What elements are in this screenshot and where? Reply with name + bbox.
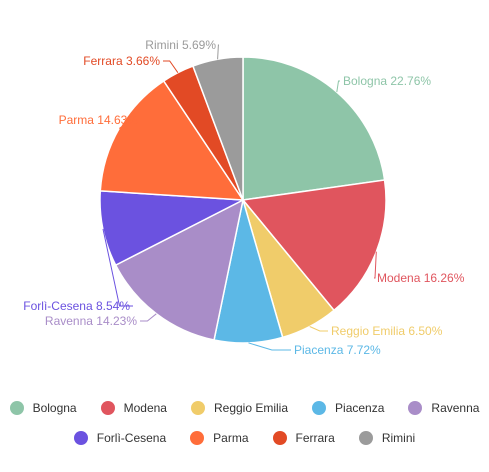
legend-item-ravenna[interactable]: Ravenna: [408, 401, 479, 415]
legend-swatch: [9, 401, 24, 415]
leader-line-reggio-emilia: [309, 326, 328, 332]
leader-line-modena: [374, 251, 377, 279]
pie-chart: Bologna 22.76% Modena 16.26% Reggio Emilia…: [23, 38, 464, 357]
slice-ravenna[interactable]: [114, 198, 245, 341]
label-parma: Parma 14.63%: [59, 113, 139, 127]
leader-line-ferrara: [163, 60, 179, 73]
pie-slices: [99, 56, 387, 344]
legend-label: Reggio Emilia: [213, 401, 289, 415]
legend-label: Ferrara: [295, 431, 335, 445]
label-rimini: Rimini 5.69%: [145, 38, 216, 52]
slice-parma[interactable]: [99, 79, 245, 201]
leader-line-bologna: [336, 80, 340, 93]
label-ravenna: Ravenna 14.23%: [45, 314, 137, 328]
legend-item-reggio-emilia[interactable]: Reggio Emilia: [190, 401, 289, 415]
legend-swatch: [190, 401, 205, 415]
legend-label: Parma: [213, 431, 249, 445]
legend-label: Bologna: [32, 401, 77, 415]
legend-item-rimini[interactable]: Rimini: [358, 431, 416, 445]
slice-labels: Bologna 22.76% Modena 16.26% Reggio Emilia…: [23, 38, 464, 357]
legend-swatch: [312, 401, 327, 415]
legend-item-piacenza[interactable]: Piacenza: [312, 401, 384, 415]
leader-line-piacenza: [248, 342, 291, 351]
label-piacenza: Piacenza 7.72%: [294, 343, 381, 357]
label-leader-lines: [102, 44, 377, 351]
legend-label: Forlì-Cesena: [96, 431, 167, 445]
legend-swatch: [358, 431, 373, 445]
legend-swatch: [73, 431, 88, 445]
legend-item-bologna[interactable]: Bologna: [9, 401, 77, 415]
legend-swatch: [190, 431, 205, 445]
label-bologna: Bologna 22.76%: [343, 74, 431, 88]
legend-swatch: [100, 401, 115, 415]
legend-swatch: [408, 401, 423, 415]
legend-item-ferrara[interactable]: Ferrara: [272, 431, 335, 445]
slice-bologna[interactable]: [242, 56, 386, 201]
legend-item-forli-cesena[interactable]: Forlì-Cesena: [73, 431, 167, 445]
label-reggio-emilia: Reggio Emilia 6.50%: [331, 324, 443, 338]
legend-item-parma[interactable]: Parma: [190, 431, 249, 445]
leader-line-rimini: [217, 44, 219, 60]
leader-line-forli-cesena: [102, 228, 133, 307]
leader-line-ravenna: [140, 313, 157, 322]
legend-label: Piacenza: [335, 401, 385, 415]
legend-row-1: Bologna Modena Reggio Emilia Piacenza Ravenn…: [0, 401, 489, 415]
legend-label: Modena: [123, 401, 167, 415]
leader-line-parma: [118, 119, 141, 129]
legend-label: Rimini: [381, 431, 416, 445]
legend-swatch: [272, 431, 287, 445]
label-modena: Modena 16.26%: [377, 271, 465, 285]
legend-row-2: Forlì-Cesena Parma Ferrara Rimini: [0, 431, 489, 445]
legend-label: Ravenna: [431, 401, 480, 415]
label-ferrara: Ferrara 3.66%: [83, 54, 160, 68]
legend-item-modena[interactable]: Modena: [100, 401, 167, 415]
label-forli-cesena: Forlì-Cesena 8.54%: [23, 299, 130, 313]
